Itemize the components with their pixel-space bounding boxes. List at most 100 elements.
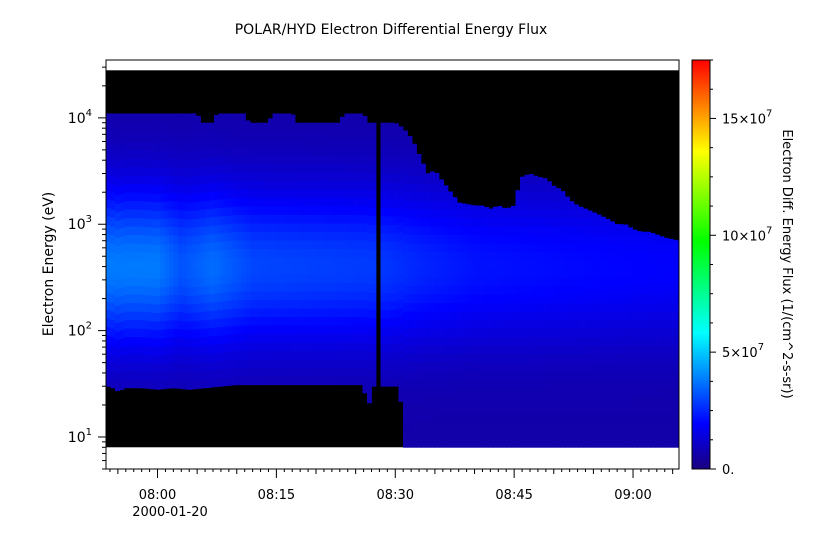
heatmap-cell (538, 302, 543, 312)
heatmap-cell (614, 404, 620, 414)
heatmap-cell (304, 122, 309, 130)
heatmap-cell (358, 248, 363, 258)
heatmap-cell (515, 234, 521, 244)
heatmap-cell (241, 274, 246, 283)
heatmap-cell (632, 379, 638, 389)
heatmap-cell (542, 251, 548, 261)
heatmap-cell (317, 137, 323, 147)
heatmap-cell (236, 188, 242, 198)
heatmap-cell (353, 308, 359, 318)
heatmap-cell (227, 291, 233, 301)
heatmap-cell (331, 299, 336, 309)
heatmap-cell (344, 171, 350, 181)
heatmap-cell (434, 209, 440, 218)
heatmap-cell (556, 430, 561, 440)
heatmap-cell (173, 371, 179, 380)
heatmap-cell (245, 308, 251, 318)
heatmap-cell (227, 113, 233, 122)
heatmap-cell (308, 188, 314, 198)
heatmap-cell (119, 244, 125, 254)
heatmap-cell (547, 370, 552, 380)
heatmap-cell (641, 328, 647, 338)
heatmap-cell (412, 345, 417, 355)
heatmap-cell (430, 226, 435, 235)
heatmap-cell (560, 345, 566, 355)
heatmap-cell (263, 265, 269, 275)
heatmap-cell (151, 235, 156, 245)
heatmap-cell (380, 233, 386, 242)
heatmap-cell (488, 209, 494, 218)
heatmap-cell (277, 325, 282, 335)
heatmap-cell (232, 138, 237, 148)
heatmap-cell (628, 268, 633, 278)
heatmap-cell (430, 243, 435, 252)
heatmap-cell (425, 430, 431, 440)
heatmap-cell (290, 325, 296, 335)
heatmap-cell (560, 191, 566, 193)
heatmap-cell (569, 328, 575, 338)
heatmap-cell (358, 325, 363, 335)
heatmap-cell (322, 171, 327, 181)
heatmap-cell (659, 370, 665, 380)
heatmap-cell (421, 387, 426, 397)
heatmap-cell (416, 260, 422, 269)
heatmap-cell (128, 226, 134, 236)
heatmap-cell (290, 342, 296, 352)
heatmap-cell (245, 120, 251, 122)
plot-frame (105, 59, 680, 470)
heatmap-cell (304, 282, 309, 292)
heatmap-cell (506, 302, 512, 312)
heatmap-cell (668, 302, 674, 312)
heatmap-cell (452, 302, 458, 312)
heatmap-cell (124, 243, 129, 253)
heatmap-cell (209, 174, 215, 184)
heatmap-cell (655, 302, 660, 312)
heatmap-cell (610, 243, 615, 252)
heatmap-cell (250, 342, 255, 352)
heatmap-cell (227, 223, 233, 233)
heatmap-cell (664, 404, 669, 414)
heatmap-cell (119, 363, 125, 373)
heatmap-cell (430, 268, 435, 278)
heatmap-cell (407, 234, 413, 244)
heatmap-cell (601, 345, 606, 355)
heatmap-cell (245, 154, 251, 164)
heatmap-cell (349, 274, 354, 283)
heatmap-cell (344, 214, 350, 224)
heatmap-cell (326, 214, 332, 224)
heatmap-cell (367, 232, 372, 242)
heatmap-cell (601, 430, 606, 440)
heatmap-cell (182, 286, 188, 296)
heatmap-cell (596, 353, 602, 363)
heatmap-cell (133, 251, 138, 261)
heatmap-cell (416, 396, 422, 406)
heatmap-cell (362, 333, 368, 343)
heatmap-cell (299, 231, 305, 241)
heatmap-cell (425, 345, 431, 355)
heatmap-cell (430, 171, 435, 176)
heatmap-cell (169, 319, 174, 329)
heatmap-cell (218, 113, 224, 115)
heatmap-cell (380, 352, 386, 362)
heatmap-cell (565, 217, 570, 227)
heatmap-cell (443, 387, 449, 397)
heatmap-cell (524, 336, 530, 346)
heatmap-cell (308, 291, 314, 301)
heatmap-cell (331, 197, 336, 207)
heatmap-cell (547, 302, 552, 312)
heatmap-cell (151, 295, 156, 305)
heatmap-cell (371, 250, 377, 259)
heatmap-cell (223, 258, 228, 268)
heatmap-cell (187, 125, 192, 135)
heatmap-cell (290, 248, 296, 258)
heatmap-cell (272, 146, 278, 156)
heatmap-cell (290, 299, 296, 309)
heatmap-cell (407, 209, 413, 218)
heatmap-cell (583, 438, 588, 448)
heatmap-cell (650, 438, 656, 448)
heatmap-cell (227, 130, 233, 139)
heatmap-cell (236, 265, 242, 275)
heatmap-cell (542, 311, 548, 321)
heatmap-cell (614, 370, 620, 380)
heatmap-cell (614, 430, 620, 440)
